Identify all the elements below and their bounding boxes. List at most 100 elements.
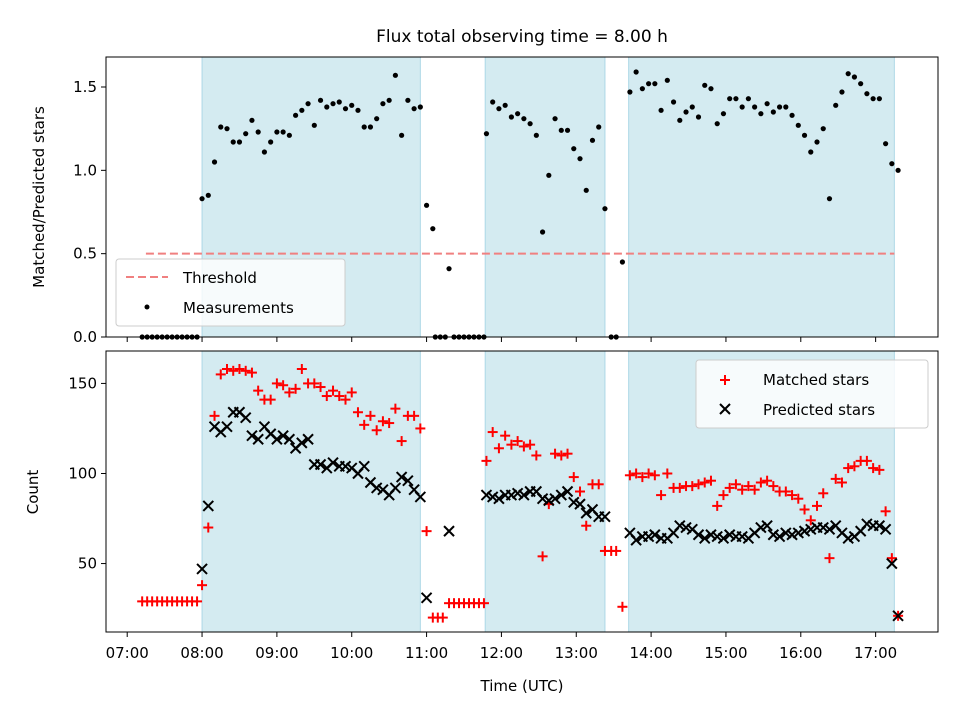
measurement-point [619, 259, 626, 265]
predicted-star-point [252, 433, 264, 445]
chart-title: Flux total observing time = 8.00 h [376, 27, 668, 47]
matched-star-point [278, 380, 289, 391]
x-tick-label: 11:00 [405, 644, 448, 662]
matched-star-point [730, 479, 741, 490]
predicted-star-point [302, 433, 314, 445]
matched-star-point [843, 463, 854, 474]
legend-matched-label: Matched stars [763, 371, 869, 389]
matched-star-point [849, 461, 860, 472]
measurement-point [515, 111, 521, 117]
measurement-point [758, 111, 764, 117]
matched-star-point [321, 391, 332, 402]
measurement-point [411, 106, 417, 112]
x-tick-label: 15:00 [704, 644, 747, 662]
y-tick-label: 1.0 [73, 161, 97, 179]
measurement-point [733, 96, 739, 102]
matched-star-point [481, 455, 492, 466]
legend-matched-swatch [720, 375, 730, 385]
measurement-point [508, 114, 514, 120]
matched-star-point [518, 441, 529, 452]
y-axis-ticks: 0.0 0.5 1.0 1.5 [73, 78, 106, 346]
plot-frame [105, 56, 939, 338]
matched-star-point [352, 407, 363, 418]
measurement-point [218, 124, 224, 130]
measurement-point [336, 99, 342, 105]
measurement-point [558, 127, 564, 133]
x-axis-ticks [126, 337, 877, 342]
measurement-point [695, 114, 702, 120]
measurement-point [633, 69, 639, 75]
shaded-interval [484, 350, 606, 633]
measurement-point [702, 82, 708, 88]
plot-frame [105, 350, 939, 633]
matched-star-point [315, 382, 326, 393]
measurement-point [858, 81, 864, 87]
measurement-point [764, 101, 770, 107]
measurement-point [211, 159, 218, 165]
matched-star-point [712, 500, 723, 511]
predicted-star-point [886, 557, 898, 570]
matched-star-point [631, 468, 642, 479]
matched-star-point [246, 367, 257, 378]
predicted-star-point [873, 520, 886, 532]
matched-star-point [415, 423, 426, 434]
matched-star-point [836, 477, 847, 488]
matched-star-point [371, 425, 382, 436]
matched-star-point [699, 477, 710, 488]
matched-star-point [568, 472, 579, 483]
measurement-point [243, 131, 249, 137]
measurement-point [745, 96, 751, 102]
matched-star-point [880, 506, 891, 517]
predicted-star-point [296, 437, 308, 449]
measurement-point [564, 127, 571, 133]
measurement-point [380, 101, 386, 107]
measurement-point [311, 122, 317, 128]
predicted-star-point [414, 491, 427, 503]
predicted-star-point [561, 485, 574, 498]
matched-star-point [537, 551, 548, 562]
measurement-point [670, 99, 677, 105]
measurement-point [789, 112, 795, 118]
measurement-point [324, 104, 330, 110]
matched-star-point [478, 598, 489, 609]
predicted-star-point [692, 529, 705, 541]
predicted-star-point [555, 489, 567, 501]
measurement-point [527, 121, 533, 127]
measurement-point [502, 102, 508, 108]
matched-star-point [265, 394, 276, 405]
matched-star-point [377, 416, 388, 427]
measurement-point [895, 167, 901, 173]
measurement-point [483, 131, 490, 137]
count-points [137, 364, 904, 623]
predicted-star-point [420, 592, 433, 604]
matched-star-point [550, 448, 561, 459]
matched-star-point [234, 364, 245, 375]
legend-threshold-label: Threshold [182, 269, 257, 287]
panel-counts: 50 100 150 07:00 08:00 09:00 10:00 11:00 12:00 1… [24, 350, 939, 662]
measurement-point [602, 206, 608, 212]
matched-star-point [340, 394, 351, 405]
measurement-point [546, 172, 552, 178]
predicted-star-point [761, 520, 773, 532]
matched-star-point [793, 493, 804, 504]
measurement-point [293, 112, 299, 118]
measurement-point [367, 124, 374, 130]
matched-star-point [221, 364, 232, 375]
matched-star-point [215, 369, 226, 380]
matched-star-point [705, 475, 716, 486]
measurement-point [261, 149, 268, 155]
y-tick-label: 100 [68, 464, 97, 482]
predicted-star-point [580, 507, 592, 519]
matched-star-point [593, 479, 604, 490]
matched-star-point [693, 479, 704, 490]
matched-star-point [409, 410, 420, 421]
predicted-star-point [892, 610, 904, 622]
matched-star-point [637, 472, 648, 483]
predicted-star-point [221, 420, 233, 433]
measurement-point [677, 117, 683, 123]
y-tick-label: 50 [78, 555, 97, 573]
measurement-point [577, 156, 583, 162]
matched-star-point [531, 450, 542, 461]
predicted-star-point [202, 500, 214, 512]
